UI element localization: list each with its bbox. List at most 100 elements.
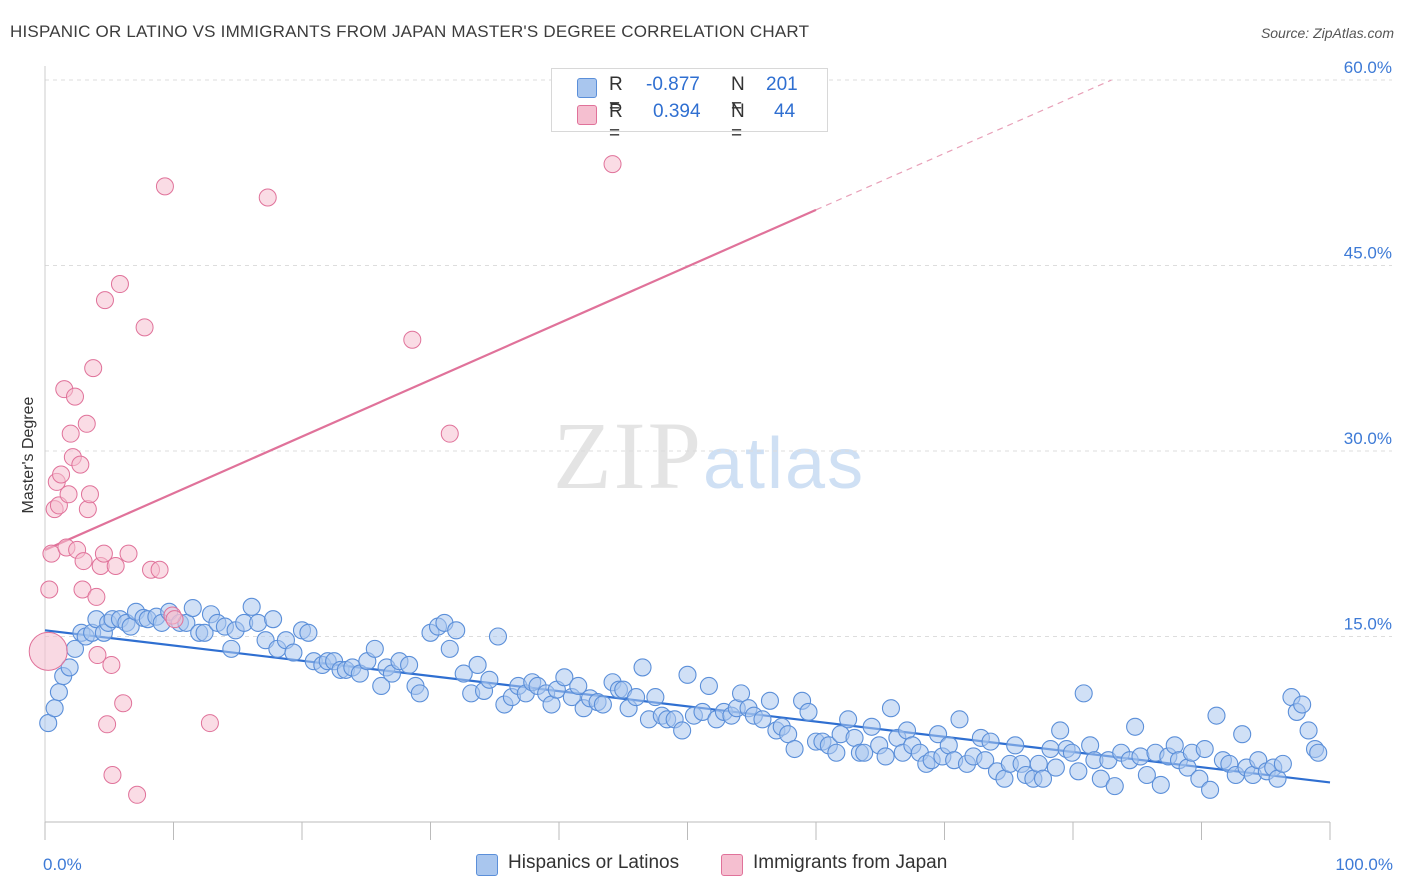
legend-swatch-pink: [721, 854, 743, 876]
japan-point: [135, 318, 154, 337]
japan-point: [155, 177, 174, 196]
hispanic-point: [1091, 769, 1110, 788]
japan-trend-line: [44, 208, 817, 551]
japan-point: [78, 500, 97, 519]
japan-point: [28, 631, 68, 671]
hispanic-point: [876, 747, 895, 766]
correlation-legend: R = -0.877 N = 201 R = 0.394 N = 44: [551, 68, 828, 144]
hispanic-point: [1105, 777, 1124, 796]
japan-point: [200, 714, 219, 733]
watermark-zip: ZIP: [553, 402, 703, 509]
hispanic-point: [49, 683, 68, 702]
hispanic-point: [673, 721, 692, 740]
hispanic-point: [1273, 754, 1292, 773]
hispanic-point: [1233, 725, 1252, 744]
data-points: [28, 155, 1328, 804]
hispanic-point: [593, 695, 612, 714]
y-tick-label: 30.0%: [1344, 429, 1392, 448]
hispanic-point: [633, 658, 652, 677]
legend-r-label: R =: [609, 74, 623, 117]
hispanic-point: [1207, 706, 1226, 725]
hispanic-point: [855, 743, 874, 762]
hispanic-point: [1190, 769, 1209, 788]
hispanic-point: [195, 623, 214, 642]
watermark-atlas: atlas: [703, 424, 866, 504]
legend-n-label: N =: [731, 74, 745, 117]
legend-label: Immigrants from Japan: [753, 852, 948, 873]
hispanic-point: [1062, 743, 1081, 762]
hispanic-point: [1126, 717, 1145, 736]
japan-point: [98, 715, 117, 734]
hispanic-point: [1131, 747, 1150, 766]
japan-point: [94, 544, 113, 563]
gridlines: [45, 79, 1392, 637]
hispanic-point: [365, 639, 384, 658]
hispanic-point: [1006, 736, 1025, 755]
hispanic-point: [299, 623, 318, 642]
japan-point: [114, 694, 133, 713]
japan-point: [150, 560, 169, 579]
x-tick-label: 0.0%: [43, 855, 82, 874]
hispanic-point: [950, 710, 969, 729]
japan-point: [77, 414, 96, 433]
japan-point: [103, 766, 122, 785]
japan-point: [59, 485, 78, 504]
hispanic-point: [1074, 684, 1093, 703]
japan-point: [258, 188, 277, 207]
hispanic-point: [555, 668, 574, 687]
watermark: ZIPatlas: [553, 400, 865, 511]
japan-point: [52, 465, 71, 484]
hispanic-point: [981, 732, 1000, 751]
japan-point: [65, 387, 84, 406]
hispanic-point: [447, 621, 466, 640]
hispanic-point: [929, 725, 948, 744]
japan-point: [119, 544, 138, 563]
hispanic-point: [799, 702, 818, 721]
legend-label: Hispanics or Latinos: [508, 852, 680, 873]
hispanic-point: [400, 655, 419, 674]
hispanic-point: [45, 699, 64, 718]
japan-point: [74, 552, 93, 571]
japan-point: [110, 275, 129, 294]
japan-point: [73, 580, 92, 599]
hispanic-point: [410, 684, 429, 703]
y-axis-label: Master's Degree: [20, 396, 37, 513]
hispanic-point: [646, 688, 665, 707]
hispanic-point: [249, 613, 268, 632]
legend-r-value: 0.394: [653, 101, 701, 122]
hispanic-point: [60, 658, 79, 677]
japan-point: [106, 557, 125, 576]
y-tick-label: 45.0%: [1344, 244, 1392, 263]
japan-trend-extension: [815, 79, 1112, 211]
japan-point: [128, 785, 147, 804]
axes: [44, 66, 1331, 840]
hispanic-point: [1041, 739, 1060, 759]
hispanic-point: [284, 643, 303, 662]
japan-point: [95, 291, 114, 310]
hispanic-point: [222, 639, 241, 658]
hispanic-point: [1293, 695, 1312, 714]
legend-n-label: N =: [731, 101, 745, 144]
hispanic-point: [862, 717, 881, 736]
hispanic-point: [264, 610, 283, 629]
hispanic-point: [454, 664, 473, 683]
japan-point: [102, 655, 121, 674]
y-tick-label: 15.0%: [1344, 615, 1392, 634]
tick-labels: 15.0% 30.0% 45.0% 60.0% 0.0% 100.0%: [43, 58, 1393, 874]
y-tick-label: 60.0%: [1344, 58, 1392, 77]
hispanic-point: [976, 751, 995, 770]
japan-point: [80, 485, 99, 504]
hispanic-point: [839, 710, 858, 729]
japan-point: [603, 155, 622, 174]
hispanic-point: [242, 597, 261, 616]
hispanic-point: [693, 702, 712, 721]
hispanic-point: [1051, 721, 1070, 740]
japan-point: [165, 610, 184, 629]
legend-r-value: -0.877: [646, 74, 700, 95]
hispanic-point: [1195, 739, 1214, 759]
hispanic-point: [627, 688, 646, 707]
japan-point: [88, 646, 107, 665]
legend-swatch-pink: [577, 105, 597, 125]
japan-point: [84, 359, 103, 378]
hispanic-point: [440, 639, 459, 658]
